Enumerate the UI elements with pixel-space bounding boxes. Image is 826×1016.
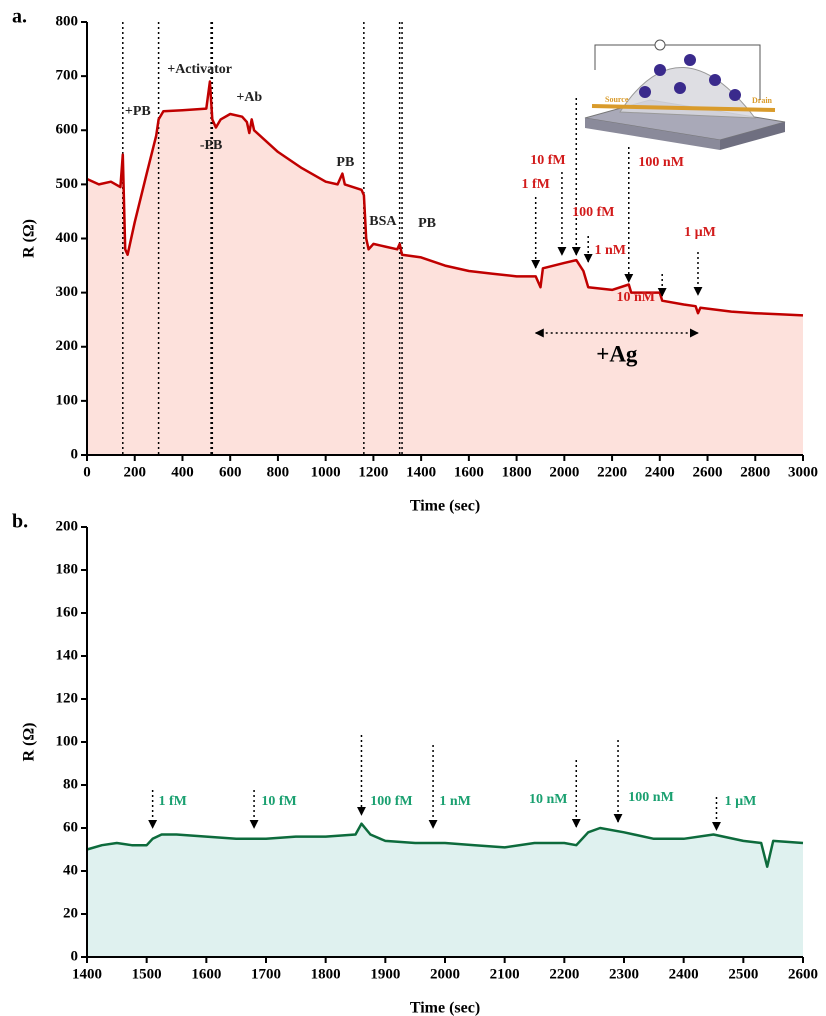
x-tick-label: 1600 xyxy=(191,966,221,982)
y-tick-label: 40 xyxy=(63,862,78,878)
y-tick-label: 100 xyxy=(56,392,79,408)
x-tick-label: 800 xyxy=(267,464,290,480)
dose-label: 1 nM xyxy=(594,243,626,258)
chart-panel: 0 100 200 300 400 500 600 700 800 0 200 400 600 800 10… xyxy=(12,6,818,515)
y-tick-label: 20 xyxy=(63,905,78,921)
event-label: PB xyxy=(336,155,354,170)
x-tick-label: 2400 xyxy=(669,966,699,982)
y-tick-label: 80 xyxy=(63,776,78,792)
x-tick-label: 0 xyxy=(83,464,91,480)
inset-device: Source Drain xyxy=(584,39,786,150)
x-tick-label: 2000 xyxy=(549,464,579,480)
x-tick-label: 2300 xyxy=(609,966,639,982)
inset-meter xyxy=(654,39,666,51)
inset-dot xyxy=(674,82,686,94)
x-tick-label: 1900 xyxy=(370,966,400,982)
dose-label: 1 nM xyxy=(439,794,471,809)
x-tick-label: 200 xyxy=(123,464,146,480)
inset-label: Drain xyxy=(752,96,773,105)
dose-label: 100 fM xyxy=(370,794,412,809)
y-tick-label: 160 xyxy=(56,604,79,620)
dose-label: 1 µM xyxy=(725,794,757,809)
x-tick-label: 2500 xyxy=(728,966,758,982)
dose-label: 100 nM xyxy=(638,155,684,170)
x-tick-label: 1200 xyxy=(358,464,388,480)
event-label: BSA xyxy=(369,214,397,229)
dose-label: 1 fM xyxy=(158,794,186,809)
event-label: +Ab xyxy=(236,90,262,105)
inset-dot xyxy=(684,54,696,66)
event-label: -PB xyxy=(200,138,223,153)
x-axis-title: Time (sec) xyxy=(410,1000,480,1016)
data-line xyxy=(86,822,804,868)
event-label: PB xyxy=(418,216,436,231)
x-tick-label: 400 xyxy=(171,464,194,480)
x-tick-label: 1700 xyxy=(251,966,281,982)
y-tick-label: 300 xyxy=(56,284,79,300)
area xyxy=(87,823,803,957)
inset-substrate-side xyxy=(585,118,720,150)
dose-label: 100 fM xyxy=(572,205,614,220)
y-tick-label: 180 xyxy=(56,561,79,577)
y-tick-label: 200 xyxy=(56,518,79,534)
x-tick-label: 1000 xyxy=(311,464,341,480)
y-tick-label: 0 xyxy=(71,446,79,462)
y-tick-label: 0 xyxy=(71,948,79,964)
dose-label: 10 fM xyxy=(261,794,296,809)
dose-label: 10 fM xyxy=(530,153,565,168)
x-tick-label: 2400 xyxy=(645,464,675,480)
dose-label: 1 µM xyxy=(684,225,716,240)
x-tick-label: 2100 xyxy=(490,966,520,982)
panel-label: a. xyxy=(12,6,27,28)
x-tick-label: 1800 xyxy=(311,966,341,982)
x-tick-label: 1400 xyxy=(72,966,102,982)
y-tick-label: 120 xyxy=(56,690,79,706)
inset-label: Source xyxy=(605,95,629,104)
x-tick-label: 2600 xyxy=(788,966,818,982)
chart-panel: 0 20 40 60 80 100 120 140 160 180 200 1400 1500 1600 1… xyxy=(12,511,818,1016)
inset-dot xyxy=(709,74,721,86)
dose-label: 10 nM xyxy=(529,792,568,807)
x-tick-label: 2800 xyxy=(740,464,770,480)
inset-dot xyxy=(654,64,666,76)
area xyxy=(87,81,803,455)
event-label: +Activator xyxy=(167,62,232,77)
inset-wire xyxy=(594,44,761,100)
x-tick-label: 3000 xyxy=(788,464,818,480)
x-tick-label: 1500 xyxy=(132,966,162,982)
event-label: +PB xyxy=(125,104,151,119)
x-tick-label: 2200 xyxy=(549,966,579,982)
x-tick-label: 1400 xyxy=(406,464,436,480)
y-tick-label: 700 xyxy=(56,68,79,84)
dose-label: 100 nM xyxy=(628,790,674,805)
inset-dot xyxy=(729,89,741,101)
dose-label: 10 nM xyxy=(617,290,656,305)
y-tick-label: 600 xyxy=(56,122,79,138)
x-tick-label: 2200 xyxy=(597,464,627,480)
span-label: +Ag xyxy=(596,341,638,366)
inset-substrate-side xyxy=(720,122,785,150)
y-tick-label: 100 xyxy=(56,733,79,749)
y-tick-label: 60 xyxy=(63,819,78,835)
x-tick-label: 2600 xyxy=(693,464,723,480)
x-tick-label: 1600 xyxy=(454,464,484,480)
data-line xyxy=(86,80,804,317)
y-axis-title: R (Ω) xyxy=(21,219,38,258)
x-tick-label: 2000 xyxy=(430,966,460,982)
y-tick-label: 140 xyxy=(56,647,79,663)
inset-electrode xyxy=(591,104,776,112)
y-tick-label: 200 xyxy=(56,338,79,354)
x-tick-label: 600 xyxy=(219,464,242,480)
y-tick-label: 500 xyxy=(56,176,79,192)
x-tick-label: 1800 xyxy=(502,464,532,480)
x-axis-title: Time (sec) xyxy=(410,498,480,515)
panel-label: b. xyxy=(12,511,28,533)
y-tick-label: 800 xyxy=(56,13,79,29)
inset-dot xyxy=(639,86,651,98)
y-tick-label: 400 xyxy=(56,230,79,246)
dose-label: 1 fM xyxy=(521,177,549,192)
y-axis-title: R (Ω) xyxy=(21,722,38,761)
